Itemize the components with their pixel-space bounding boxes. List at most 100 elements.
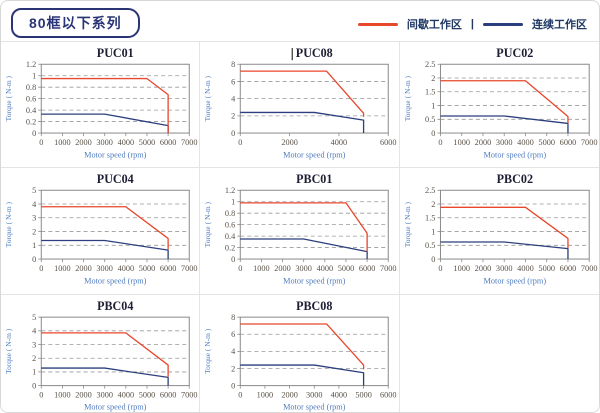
x-tick-label: 0 (239, 138, 243, 147)
chart-PUC08: 0 2000 4000 6000 0 2 4 6 8 PUC08 Motor speed (rpm)… (203, 46, 396, 159)
y-axis-label: Torque ( N-m ) (403, 75, 412, 121)
y-tick-label: 0 (231, 255, 235, 264)
y-tick-label: 0 (431, 129, 435, 138)
chart-title: PUC01 (97, 46, 134, 60)
plot-border (439, 190, 590, 261)
x-tick-label: 5000 (338, 265, 354, 274)
x-tick-label: 1000 (54, 138, 70, 147)
x-tick-label: 7000 (181, 138, 197, 147)
x-tick-label: 0 (239, 265, 243, 274)
series-continuous-zone (41, 240, 169, 260)
y-tick-label: 0 (231, 129, 235, 138)
x-tick-label: 6000 (559, 138, 576, 147)
series-continuous-zone (440, 241, 569, 260)
y-tick-label: 1 (431, 228, 435, 237)
chart-PBC02: 0 1000 2000 3000 4000 5000 6000 7000 0 0.5 1 1.5 2 2.… (403, 173, 598, 286)
x-tick-label: 6000 (160, 391, 177, 400)
x-tick-label: 2000 (282, 391, 299, 400)
y-tick-label: 0.6 (225, 221, 235, 230)
x-axis-label: Motor speed (rpm) (283, 277, 346, 286)
y-tick-label: 3 (32, 340, 36, 349)
x-tick-label: 1000 (453, 265, 470, 274)
legend-separator: | (470, 18, 474, 30)
y-axis-label: Torque ( N-m ) (203, 202, 212, 248)
series-continuous-zone (240, 238, 369, 260)
x-tick-label: 2000 (474, 138, 491, 147)
y-tick-label: 3 (32, 214, 36, 223)
y-axis-label: Torque ( N-m ) (4, 202, 13, 248)
x-tick-label: 3000 (96, 265, 112, 274)
series-intermittent-zone (41, 332, 169, 377)
x-tick-label: 6000 (380, 391, 397, 400)
y-tick-label: 1.2 (26, 60, 36, 69)
chart-cell-PBC08: 0 1000 2000 3000 4000 5000 6000 0 2 4 6 8 PBC08 Motor… (200, 293, 400, 412)
x-tick-label: 0 (239, 391, 243, 400)
y-tick-label: 1 (32, 368, 36, 377)
x-tick-label: 3000 (296, 265, 312, 274)
y-tick-label: 1 (32, 72, 36, 81)
chart-cell-PBC04: 0 1000 2000 3000 4000 5000 6000 7000 0 1 2 3 4 5 PBC04… (1, 293, 201, 412)
series-intermittent-zone (41, 77, 169, 134)
chart-cell-PBC02: 0 1000 2000 3000 4000 5000 6000 7000 0 0.5 1 1.5 2 2.… (399, 167, 599, 294)
x-tick-label: 4000 (517, 265, 534, 274)
y-tick-label: 6 (231, 330, 235, 339)
plot-border (439, 63, 590, 134)
x-tick-label: 5000 (139, 138, 155, 147)
chart-cell-PUC01: 0 1000 2000 3000 4000 5000 6000 7000 0 0.2 0.4 0.6 0… (1, 41, 201, 168)
series-intermittent-zone (240, 70, 365, 117)
x-tick-label: 0 (39, 138, 43, 147)
y-tick-label: 0.5 (425, 115, 435, 124)
series-continuous-zone (440, 115, 569, 134)
page-title: 80框以下系列 (11, 8, 140, 38)
series-continuous-zone (240, 111, 365, 134)
chart-title: PUC04 (97, 173, 134, 187)
x-axis-label: Motor speed (rpm) (283, 150, 346, 159)
y-tick-label: 1.2 (225, 187, 235, 196)
y-tick-label: 0 (231, 381, 235, 390)
y-tick-label: 2 (231, 112, 235, 121)
x-tick-label: 0 (438, 138, 442, 147)
x-tick-label: 6000 (160, 265, 176, 274)
y-axis-label: Torque ( N-m ) (203, 328, 212, 374)
y-tick-label: 0.8 (225, 209, 235, 218)
legend-swatch-continuous (483, 22, 523, 26)
series-intermittent-zone (240, 202, 369, 253)
legend-label-continuous: 连续工作区 (532, 19, 587, 31)
series-intermittent-zone (240, 323, 365, 370)
x-axis-label: Motor speed (rpm) (483, 277, 546, 286)
y-tick-label: 0.5 (425, 242, 435, 251)
x-tick-label: 3000 (496, 138, 513, 147)
x-tick-label: 2000 (75, 391, 92, 400)
y-tick-label: 0 (32, 255, 36, 264)
chart-cell-PBC01: 0 1000 2000 3000 4000 5000 6000 7000 0 0.2 0.4 0.6 0… (200, 167, 400, 294)
x-tick-label: 5000 (538, 138, 555, 147)
x-tick-label: 5000 (139, 265, 155, 274)
chart-PUC01: 0 1000 2000 3000 4000 5000 6000 7000 0 0.2 0.4 0.6 0… (4, 46, 197, 159)
y-tick-label: 2 (431, 74, 435, 83)
y-tick-label: 1 (431, 101, 435, 110)
x-tick-label: 7000 (581, 265, 598, 274)
y-tick-label: 0 (32, 381, 36, 390)
chart-cell-PUC08: 0 2000 4000 6000 0 2 4 6 8 PUC08 Motor speed (rpm)… (200, 41, 400, 168)
y-tick-label: 8 (231, 313, 235, 322)
x-tick-label: 4000 (118, 138, 134, 147)
x-tick-label: 6000 (559, 265, 576, 274)
charts-grid: 0 1000 2000 3000 4000 5000 6000 7000 0 0.2 0.4 0.6 0… (1, 41, 599, 412)
x-tick-label: 2000 (275, 265, 291, 274)
series-continuous-zone (240, 364, 365, 386)
y-tick-label: 2 (231, 364, 235, 373)
series-intermittent-zone (41, 206, 169, 250)
x-tick-label: 1000 (253, 265, 269, 274)
x-tick-label: 4000 (331, 391, 348, 400)
chart-title: PUC08 (296, 46, 333, 60)
series-intermittent-zone (440, 207, 569, 249)
y-tick-label: 0.4 (225, 232, 235, 241)
x-tick-label: 3000 (96, 391, 113, 400)
y-tick-label: 0 (431, 255, 435, 264)
x-tick-label: 0 (438, 265, 442, 274)
x-axis-label: Motor speed (rpm) (283, 403, 346, 412)
chart-title: PUC02 (496, 46, 533, 60)
x-tick-label: 3000 (496, 265, 513, 274)
chart-PBC04: 0 1000 2000 3000 4000 5000 6000 7000 0 1 2 3 4 5 PBC04… (4, 299, 197, 412)
